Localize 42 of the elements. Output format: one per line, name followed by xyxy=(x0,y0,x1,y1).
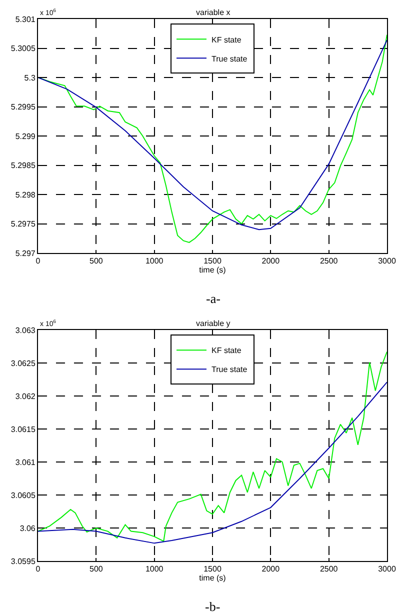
x-tick-label: 0 xyxy=(36,564,41,574)
y-tick-label: 5.2995 xyxy=(10,102,36,112)
y-tick-label: 3.0615 xyxy=(10,424,36,434)
y-tick-label: 5.3 xyxy=(24,73,36,82)
legend-label: KF state xyxy=(212,35,242,44)
y-tick-label: 3.0605 xyxy=(10,490,36,500)
x-tick-label: 1500 xyxy=(204,564,222,574)
x-tick-label: 1000 xyxy=(145,564,164,574)
legend-label: True state xyxy=(212,365,248,374)
x-axis-title: time (s) xyxy=(199,266,226,275)
legend-label: KF state xyxy=(212,346,242,356)
x-tick-label: 2500 xyxy=(320,256,338,266)
chart-title: variable x xyxy=(196,8,230,17)
y-tick-label: 5.3005 xyxy=(10,44,36,54)
x-tick-label: 2000 xyxy=(262,256,280,266)
x-tick-label: 2500 xyxy=(320,564,338,574)
y-tick-label: 3.063 xyxy=(15,326,36,335)
x-tick-label: 500 xyxy=(89,564,104,574)
x-tick-label: 3000 xyxy=(378,256,396,266)
x-tick-label: 0 xyxy=(36,256,41,266)
x-axis-title: time (s) xyxy=(199,574,226,583)
y-tick-label: 3.0595 xyxy=(10,556,36,566)
x-tick-label: 1500 xyxy=(204,256,222,266)
y-tick-label: 3.062 xyxy=(15,392,36,401)
y-tick-label: 5.297 xyxy=(15,248,36,258)
y-tick-label: 5.299 xyxy=(15,132,36,141)
legend-label: True state xyxy=(212,54,248,64)
chart-title: variable y xyxy=(196,319,230,328)
y-tick-label: 3.0625 xyxy=(10,358,36,368)
text: -a- xyxy=(206,291,220,306)
x-tick-label: 2000 xyxy=(262,564,280,574)
y-tick-label: 5.2975 xyxy=(10,220,36,229)
text: -b- xyxy=(205,599,220,614)
y-tick-label: 5.301 xyxy=(15,14,36,24)
x-tick-label: 1000 xyxy=(145,256,164,266)
y-tick-label: 3.061 xyxy=(15,458,36,467)
y-tick-label: 5.298 xyxy=(15,190,36,200)
y-tick-label: 5.2985 xyxy=(10,161,36,170)
x-tick-label: 500 xyxy=(89,256,104,266)
x-tick-label: 3000 xyxy=(378,564,396,574)
line-series xyxy=(38,382,387,544)
y-tick-label: 3.06 xyxy=(20,524,36,533)
